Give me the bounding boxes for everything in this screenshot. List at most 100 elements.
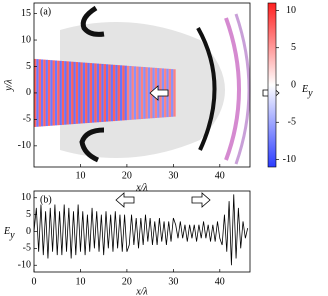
- colorbar-tick-label: -5: [288, 117, 296, 128]
- field-stripe: [45, 59, 48, 127]
- field-stripe: [129, 65, 132, 120]
- colorbar-label-sub: y: [307, 88, 313, 99]
- y-tick-label: 10: [21, 192, 31, 203]
- field-stripe: [64, 61, 67, 125]
- field-stripe: [57, 60, 60, 126]
- field-stripe: [147, 67, 151, 119]
- x-tick-label: 10: [75, 276, 85, 287]
- field-stripe: [75, 62, 79, 124]
- y-axis-label-sub: y: [9, 230, 15, 241]
- field-stripe: [138, 66, 141, 120]
- x-tick-label: 30: [168, 170, 178, 181]
- y-tick-label: 0: [26, 87, 31, 98]
- field-stripe: [78, 62, 81, 124]
- colorbar-tick-label: -10: [283, 154, 296, 165]
- field-stripe: [59, 60, 62, 126]
- panel-label: (b): [40, 194, 52, 205]
- field-stripe: [92, 63, 95, 123]
- field-stripe: [140, 66, 144, 120]
- field-stripe: [47, 59, 51, 126]
- y-tick-label: 15: [21, 8, 31, 19]
- fringe: [234, 13, 251, 165]
- colorbar-tick-label: 5: [291, 42, 296, 53]
- field-stripe: [99, 63, 102, 123]
- field-stripe: [108, 64, 111, 122]
- arrow-left: [115, 192, 135, 208]
- series-line: [33, 194, 249, 266]
- y-axis-label: Ey: [3, 226, 15, 241]
- x-axis-label: x/λ: [135, 286, 148, 296]
- y-tick-label: -10: [18, 140, 31, 151]
- field-stripe: [52, 60, 55, 126]
- y-tick-label: 10: [21, 34, 31, 45]
- colorbar-tick-label: 10: [286, 5, 296, 16]
- field-stripe: [61, 61, 65, 125]
- field-stripe: [82, 62, 86, 124]
- field-stripe: [101, 63, 104, 122]
- field-stripe: [103, 64, 106, 122]
- y-tick-label: 0: [26, 226, 31, 237]
- x-tick-label: 20: [122, 276, 132, 287]
- field-stripe: [40, 59, 44, 127]
- y-tick-label: 5: [26, 61, 31, 72]
- field-stripe: [171, 69, 174, 117]
- field-stripe: [87, 62, 90, 123]
- field-stripe: [145, 67, 148, 119]
- field-stripe: [112, 64, 116, 122]
- field-stripe: [38, 59, 41, 127]
- field-stripe: [143, 67, 146, 119]
- y-tick-label: -5: [23, 243, 31, 254]
- panel-b: (b) Ey x/λ 0 10 20 30 40 -10 -5 0 5 10: [3, 190, 251, 296]
- x-tick-label: 40: [215, 276, 225, 287]
- field-stripe: [43, 59, 46, 127]
- x-tick-label: 0: [32, 276, 37, 287]
- field-stripe: [68, 61, 72, 125]
- field-stripe: [54, 60, 58, 126]
- field-stripe: [131, 66, 134, 120]
- field-stripe: [89, 63, 93, 123]
- y-tick-label: -5: [23, 114, 31, 125]
- field-stripe: [110, 64, 113, 122]
- field-stripe: [122, 65, 125, 121]
- colorbar-tick-label: 0: [291, 79, 296, 90]
- field-stripe: [73, 61, 76, 125]
- y-axis-label-main: E: [3, 226, 10, 237]
- colorbar-label: Ey: [301, 84, 313, 99]
- x-tick-label: 30: [168, 276, 178, 287]
- field-stripe: [173, 69, 176, 117]
- particle-band: [79, 127, 105, 163]
- field-stripe: [117, 65, 120, 121]
- field-stripe: [80, 62, 83, 124]
- field-stripe: [106, 64, 109, 122]
- field-stripe: [126, 65, 130, 121]
- field-stripe: [85, 62, 88, 124]
- arrow-left: [149, 85, 169, 101]
- field-stripe: [115, 64, 118, 121]
- y-tick-label: -10: [18, 260, 31, 271]
- frame: [33, 2, 251, 168]
- colorbar-label-main: E: [301, 84, 308, 95]
- panel-a: (a) x/λ y/λ Ey 10 20 30 40 -10 -5 0 5 10 15 -10 -5 0…: [3, 2, 313, 193]
- y-axis-label: y/λ: [3, 79, 14, 92]
- field-stripe: [133, 66, 137, 120]
- field-stripe: [136, 66, 139, 120]
- field-stripe: [50, 60, 53, 126]
- x-tick-label: 40: [215, 170, 225, 181]
- particle-band: [196, 27, 217, 151]
- field-stripe: [119, 65, 123, 121]
- particle-band: [80, 5, 105, 37]
- x-tick-label: 20: [122, 170, 132, 181]
- colorbar: [267, 2, 277, 168]
- y-tick-label: 5: [26, 209, 31, 220]
- panel-label: (a): [40, 6, 51, 17]
- arrow-right: [191, 192, 211, 208]
- field-stripe: [96, 63, 100, 123]
- x-tick-label: 10: [75, 170, 85, 181]
- field-stripe: [36, 59, 39, 127]
- fringe: [224, 17, 241, 161]
- field-stripe: [94, 63, 97, 123]
- x-axis-label: x/λ: [135, 182, 148, 193]
- field-stripe: [124, 65, 127, 121]
- field-stripe: [71, 61, 74, 125]
